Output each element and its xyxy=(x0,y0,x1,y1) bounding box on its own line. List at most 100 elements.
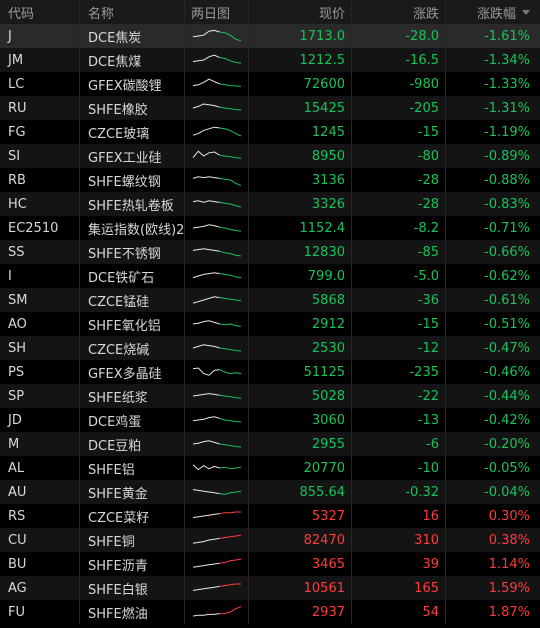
two-day-sparkline xyxy=(192,224,242,232)
price-text: 5327 xyxy=(311,508,345,524)
table-row[interactable]: AG SHFE白银 10561 165 1.59% xyxy=(0,576,540,600)
sparkline-prev-day xyxy=(192,224,220,229)
name-text: GFEX多晶硅 xyxy=(88,366,162,382)
table-row[interactable]: SM CZCE锰硅 5868 -36 -0.61% xyxy=(0,288,540,312)
name-text: SHFE白银 xyxy=(88,582,148,598)
name-text: SHFE不锈钢 xyxy=(88,246,161,262)
price-text: 2912 xyxy=(311,316,345,332)
header-pct-label: 涨跌幅 xyxy=(476,6,516,22)
change-text: -28 xyxy=(417,172,439,188)
sparkline-today xyxy=(219,127,242,137)
table-row[interactable]: RS CZCE菜籽 5327 16 0.30% xyxy=(0,504,540,528)
table-row[interactable]: I DCE铁矿石 799.0 -5.0 -0.62% xyxy=(0,264,540,288)
cell-change: -28.0 xyxy=(352,24,446,48)
table-row[interactable]: JD DCE鸡蛋 3060 -13 -0.42% xyxy=(0,408,540,432)
sparkline-prev-day xyxy=(192,537,220,544)
table-row[interactable]: FG CZCE玻璃 1245 -15 -1.19% xyxy=(0,120,540,144)
table-row[interactable]: LC GFEX碳酸锂 72600 -980 -1.33% xyxy=(0,72,540,96)
two-day-sparkline xyxy=(192,200,242,208)
pct-text: -0.42% xyxy=(484,412,530,428)
cell-price: 2912 xyxy=(249,312,352,336)
pct-text: -0.20% xyxy=(484,436,530,452)
code-text: I xyxy=(8,268,12,284)
table-row[interactable]: M DCE豆粕 2955 -6 -0.20% xyxy=(0,432,540,456)
table-row[interactable]: AL SHFE铝 20770 -10 -0.05% xyxy=(0,456,540,480)
cell-price: 2955 xyxy=(249,432,352,456)
cell-name: SHFE不锈钢 xyxy=(80,240,185,264)
cell-change: -15 xyxy=(352,120,446,144)
table-row[interactable]: SP SHFE纸浆 5028 -22 -0.44% xyxy=(0,384,540,408)
cell-change: 16 xyxy=(352,504,446,528)
cell-sparkline xyxy=(185,264,249,288)
cell-sparkline xyxy=(185,408,249,432)
sparkline-prev-day xyxy=(192,78,220,87)
name-text: DCE豆粕 xyxy=(88,438,142,454)
header-price[interactable]: 现价 xyxy=(249,0,352,24)
cell-sparkline xyxy=(185,360,249,384)
name-text: SHFE纸浆 xyxy=(88,390,148,406)
table-row[interactable]: CU SHFE铜 82470 310 0.38% xyxy=(0,528,540,552)
table-row[interactable]: J DCE焦炭 1713.0 -28.0 -1.61% xyxy=(0,24,540,48)
price-text: 3465 xyxy=(311,556,345,572)
sparkline-prev-day xyxy=(192,344,220,349)
price-text: 72600 xyxy=(303,76,345,92)
cell-change: -5.0 xyxy=(352,264,446,288)
header-code[interactable]: 代码 xyxy=(0,0,80,24)
cell-code: AG xyxy=(0,576,80,600)
cell-pct: -0.71% xyxy=(446,216,540,240)
sparkline-today xyxy=(219,297,242,302)
table-row[interactable]: AU SHFE黄金 855.64 -0.32 -0.04% xyxy=(0,480,540,504)
header-chart[interactable]: 两日图 xyxy=(185,0,249,24)
table-row[interactable]: RB SHFE螺纹钢 3136 -28 -0.88% xyxy=(0,168,540,192)
table-row[interactable]: EC2510 集运指数(欧线)2510 1152.4 -8.2 -0.71% xyxy=(0,216,540,240)
cell-code: SM xyxy=(0,288,80,312)
two-day-sparkline xyxy=(192,126,242,137)
header-name[interactable]: 名称 xyxy=(80,0,185,24)
change-text: 16 xyxy=(422,508,439,524)
table-row[interactable]: BU SHFE沥青 3465 39 1.14% xyxy=(0,552,540,576)
cell-change: -235 xyxy=(352,360,446,384)
cell-sparkline xyxy=(185,552,249,576)
cell-price: 799.0 xyxy=(249,264,352,288)
sparkline-prev-day xyxy=(192,103,220,109)
cell-code: J xyxy=(0,24,80,48)
code-text: CU xyxy=(8,532,27,548)
code-text: AO xyxy=(8,316,27,332)
code-text: LC xyxy=(8,76,25,92)
cell-price: 15425 xyxy=(249,96,352,120)
pct-text: -1.33% xyxy=(484,76,530,92)
two-day-sparkline xyxy=(192,176,242,187)
name-text: SHFE铜 xyxy=(88,534,135,550)
sparkline-today xyxy=(219,250,242,257)
sparkline-today xyxy=(219,394,242,399)
cell-change: 310 xyxy=(352,528,446,552)
cell-sparkline xyxy=(185,24,249,48)
cell-sparkline xyxy=(185,120,249,144)
cell-sparkline xyxy=(185,432,249,456)
table-row[interactable]: RU SHFE橡胶 15425 -205 -1.31% xyxy=(0,96,540,120)
cell-pct: -0.88% xyxy=(446,168,540,192)
table-row[interactable]: PS GFEX多晶硅 51125 -235 -0.46% xyxy=(0,360,540,384)
table-row[interactable]: HC SHFE热轧卷板 3326 -28 -0.83% xyxy=(0,192,540,216)
cell-pct: -0.04% xyxy=(446,480,540,504)
table-row[interactable]: SI GFEX工业硅 8950 -80 -0.89% xyxy=(0,144,540,168)
table-row[interactable]: FU SHFE燃油 2937 54 1.87% xyxy=(0,600,540,624)
header-change[interactable]: 涨跌 xyxy=(352,0,446,24)
cell-sparkline xyxy=(185,48,249,72)
cell-code: PS xyxy=(0,360,80,384)
header-code-label: 代码 xyxy=(8,6,35,22)
table-row[interactable]: AO SHFE氧化铝 2912 -15 -0.51% xyxy=(0,312,540,336)
name-text: SHFE铝 xyxy=(88,462,135,478)
header-pct[interactable]: 涨跌幅 xyxy=(446,0,540,24)
cell-name: SHFE白银 xyxy=(80,576,185,600)
sparkline-today xyxy=(219,417,242,423)
cell-code: LC xyxy=(0,72,80,96)
table-row[interactable]: SS SHFE不锈钢 12830 -85 -0.66% xyxy=(0,240,540,264)
cell-code: SP xyxy=(0,384,80,408)
price-text: 51125 xyxy=(303,364,345,380)
header-change-label: 涨跌 xyxy=(412,6,439,22)
table-row[interactable]: SH CZCE烧碱 2530 -12 -0.47% xyxy=(0,336,540,360)
table-row[interactable]: JM DCE焦煤 1212.5 -16.5 -1.34% xyxy=(0,48,540,72)
name-text: 集运指数(欧线)2510 xyxy=(88,222,185,238)
pct-text: -0.44% xyxy=(484,388,530,404)
